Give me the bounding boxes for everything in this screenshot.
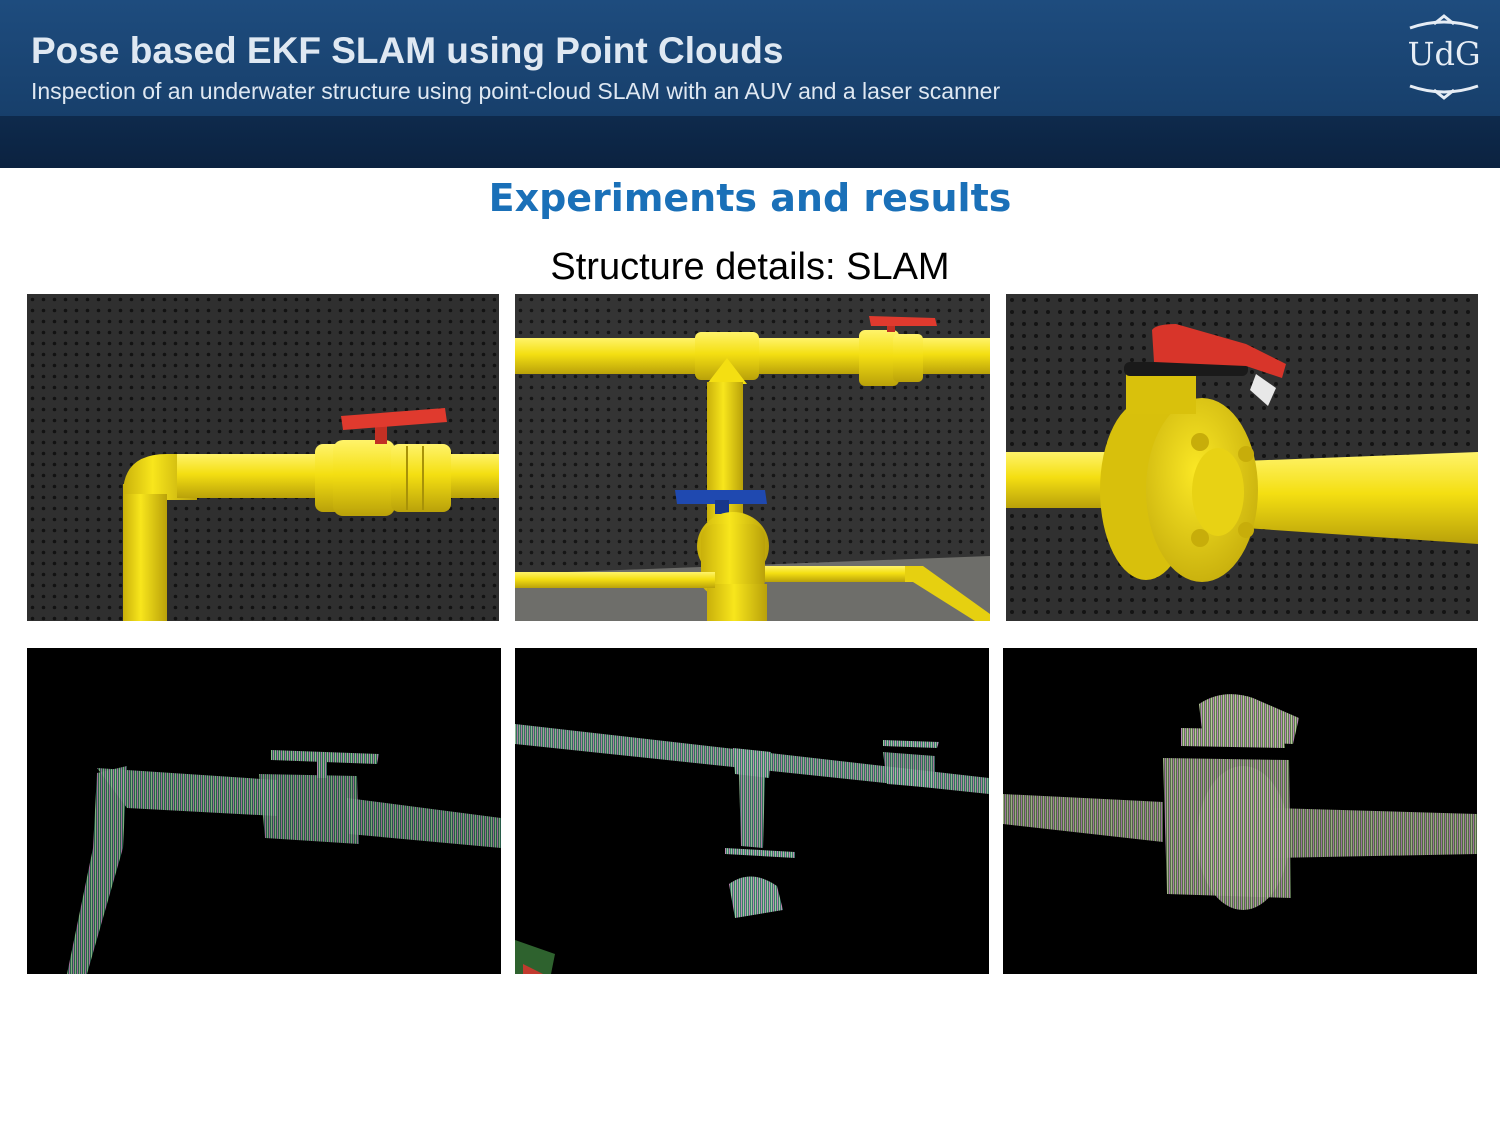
slide-title: Pose based EKF SLAM using Point Clouds xyxy=(31,30,784,71)
header-band xyxy=(0,116,1500,168)
photo-pipe-elbow-valve xyxy=(27,294,499,621)
slide-subtitle: Inspection of an underwater structure us… xyxy=(31,78,1001,104)
photo-butterfly-valve xyxy=(1006,294,1478,621)
pointcloud-pipe-tee-junction xyxy=(515,648,989,974)
slide-header: Pose based EKF SLAM using Point Clouds I… xyxy=(0,0,1500,116)
udg-logo-frame xyxy=(1409,14,1479,100)
slide-caption: Structure details: SLAM xyxy=(550,246,950,288)
pointcloud-butterfly-valve xyxy=(1003,648,1477,974)
pointcloud-pipe-elbow-valve xyxy=(27,648,501,974)
photo-pipe-tee-junction xyxy=(515,294,990,621)
udg-logo: UdG xyxy=(1398,10,1490,102)
section-heading: Experiments and results xyxy=(488,176,1012,220)
logo-text: UdG xyxy=(1407,35,1481,73)
